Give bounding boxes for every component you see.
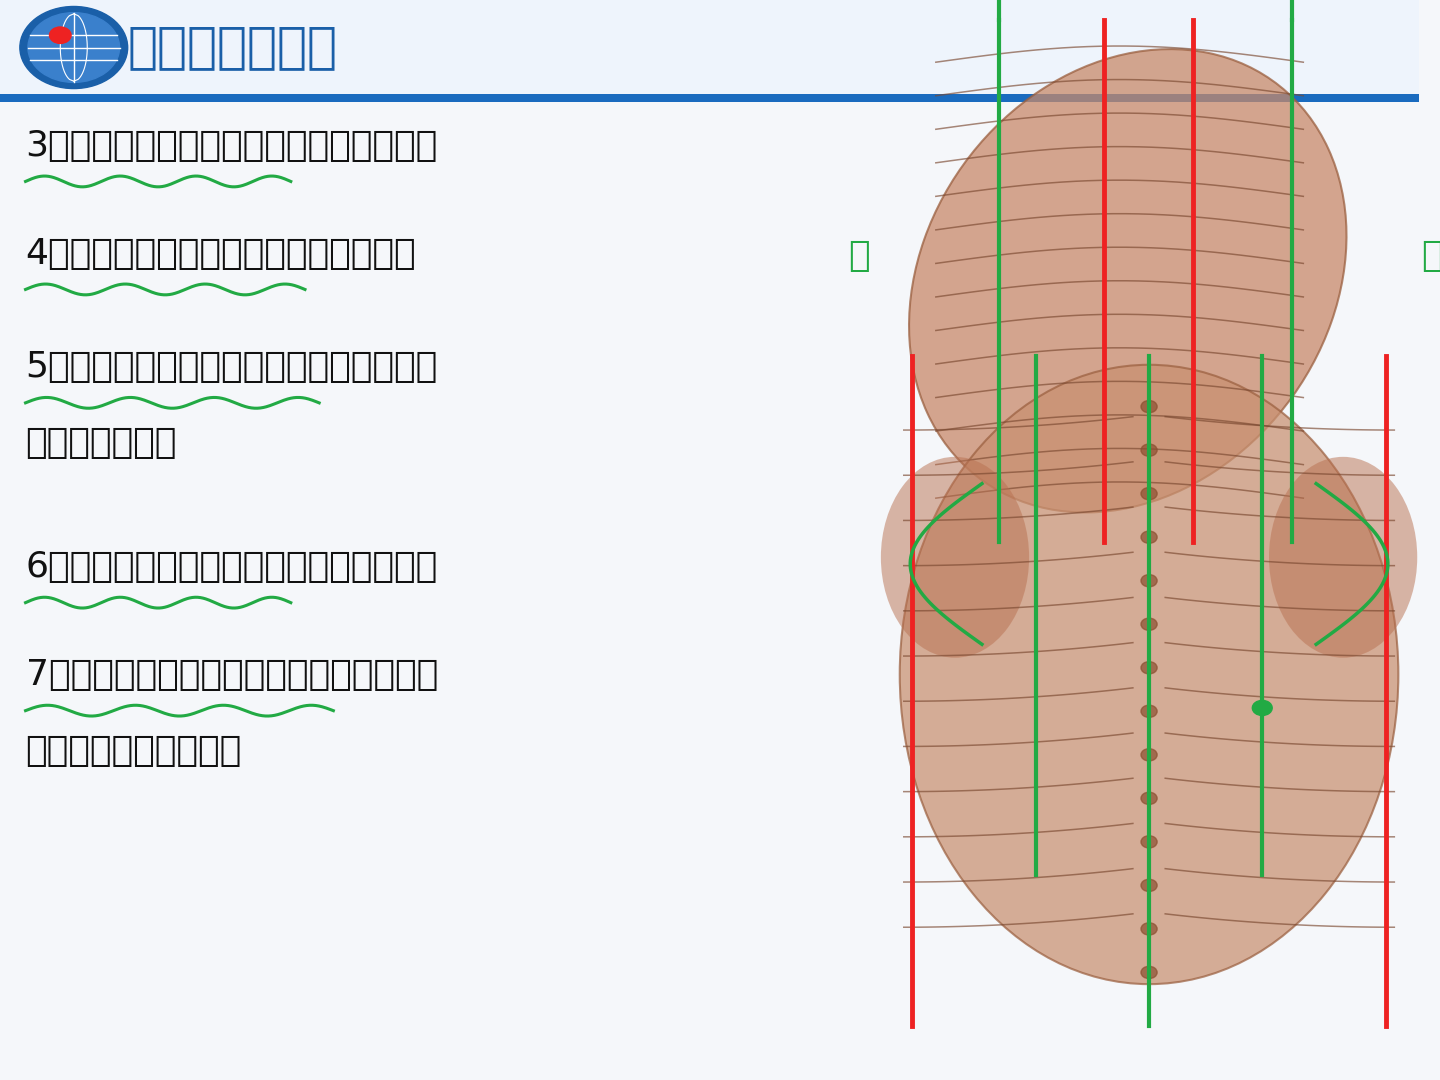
Ellipse shape [909, 49, 1346, 513]
Text: 所作的垂直线。: 所作的垂直线。 [26, 426, 177, 460]
Text: 骨棘突所作的垂直线。: 骨棘突所作的垂直线。 [26, 733, 242, 768]
Text: 后: 后 [1421, 239, 1440, 273]
Circle shape [1140, 922, 1158, 935]
Circle shape [1140, 618, 1158, 631]
Circle shape [1140, 531, 1158, 543]
Circle shape [1140, 967, 1158, 978]
Circle shape [1140, 705, 1158, 717]
Ellipse shape [1269, 457, 1417, 658]
Circle shape [1140, 879, 1158, 892]
Text: 前: 前 [848, 239, 870, 273]
Circle shape [1140, 444, 1158, 456]
Text: 4、腋后线沿腋后襞向下所作的垂直线。: 4、腋后线沿腋后襞向下所作的垂直线。 [26, 237, 416, 271]
Circle shape [1140, 748, 1158, 761]
Circle shape [1140, 793, 1158, 805]
FancyBboxPatch shape [0, 94, 1418, 102]
Circle shape [1140, 487, 1158, 500]
Circle shape [1253, 701, 1272, 716]
FancyBboxPatch shape [0, 0, 1418, 95]
Circle shape [20, 6, 128, 89]
Circle shape [1140, 662, 1158, 674]
Circle shape [1140, 401, 1158, 413]
Text: 正常人体解剖学: 正常人体解剖学 [128, 24, 337, 71]
Circle shape [27, 13, 120, 82]
Ellipse shape [881, 457, 1030, 658]
Circle shape [1140, 575, 1158, 586]
Ellipse shape [900, 365, 1398, 984]
Text: 6、肩胛线：经肩胛骨下角所作的垂直线。: 6、肩胛线：经肩胛骨下角所作的垂直线。 [26, 550, 438, 584]
Circle shape [49, 27, 71, 43]
Text: 5、腋中线：沿腋前、后线之间连线的中点: 5、腋中线：沿腋前、后线之间连线的中点 [26, 350, 438, 384]
Circle shape [1140, 836, 1158, 848]
Text: 3、腋前线：沿腋前襞向下所作的垂直线。: 3、腋前线：沿腋前襞向下所作的垂直线。 [26, 129, 438, 163]
Text: 7、后正中线：经身体后面正中线即沿各椎: 7、后正中线：经身体后面正中线即沿各椎 [26, 658, 438, 692]
